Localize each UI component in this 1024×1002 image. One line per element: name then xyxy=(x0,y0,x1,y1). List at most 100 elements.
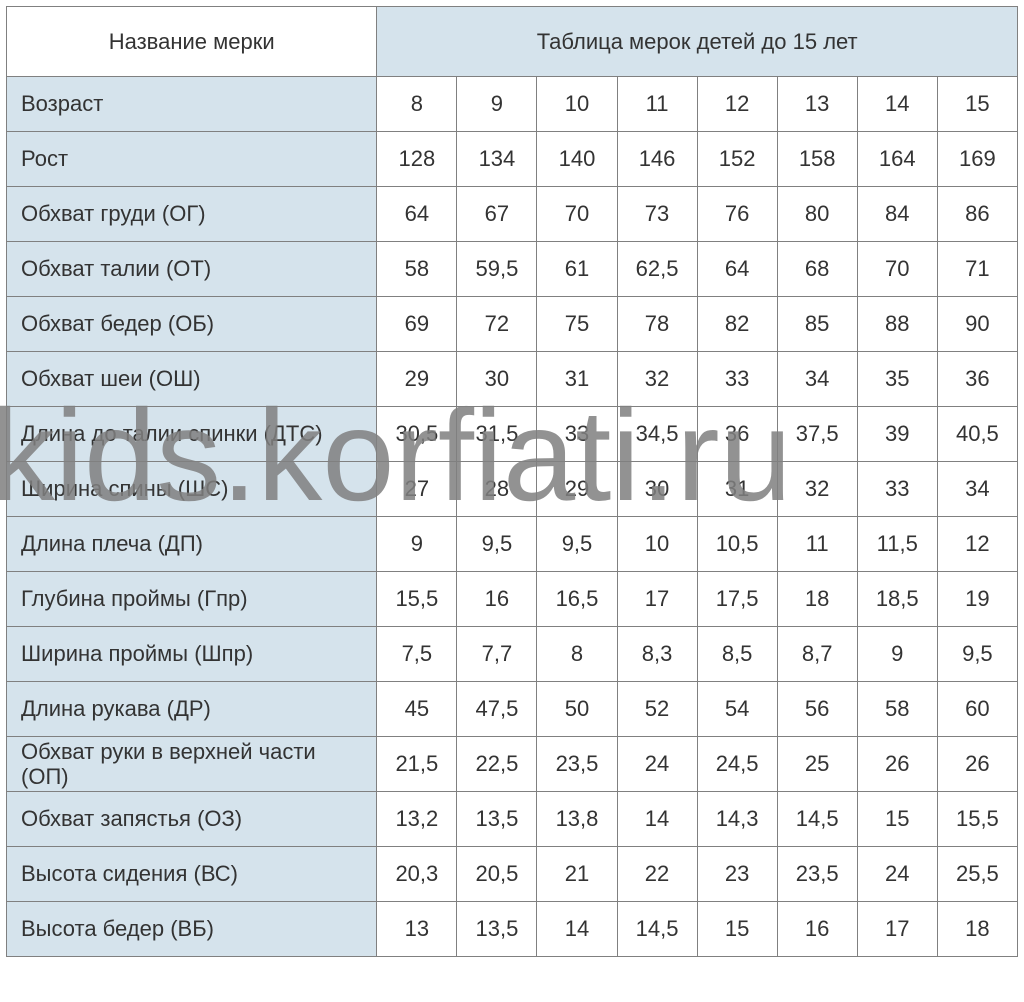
cell-value: 50 xyxy=(537,682,617,737)
cell-value: 35 xyxy=(857,352,937,407)
cell-value: 128 xyxy=(377,132,457,187)
table-row: Обхват запястья (ОЗ)13,213,513,81414,314… xyxy=(7,792,1018,847)
cell-value: 23,5 xyxy=(777,847,857,902)
cell-value: 59,5 xyxy=(457,242,537,297)
cell-value: 72 xyxy=(457,297,537,352)
cell-value: 84 xyxy=(857,187,937,242)
cell-value: 27 xyxy=(377,462,457,517)
cell-value: 70 xyxy=(537,187,617,242)
cell-value: 15 xyxy=(857,792,937,847)
cell-value: 13,5 xyxy=(457,902,537,957)
cell-value: 23 xyxy=(697,847,777,902)
cell-value: 14,5 xyxy=(777,792,857,847)
cell-value: 64 xyxy=(697,242,777,297)
cell-value: 33 xyxy=(697,352,777,407)
cell-value: 80 xyxy=(777,187,857,242)
cell-value: 9,5 xyxy=(537,517,617,572)
cell-value: 32 xyxy=(617,352,697,407)
measurements-table: Название мерки Таблица мерок детей до 15… xyxy=(6,6,1018,957)
cell-value: 25 xyxy=(777,737,857,792)
row-label: Обхват груди (ОГ) xyxy=(7,187,377,242)
cell-value: 9 xyxy=(857,627,937,682)
cell-value: 14,3 xyxy=(697,792,777,847)
cell-value: 26 xyxy=(937,737,1017,792)
cell-value: 13,8 xyxy=(537,792,617,847)
cell-value: 10 xyxy=(617,517,697,572)
cell-value: 61 xyxy=(537,242,617,297)
table-header-row: Название мерки Таблица мерок детей до 15… xyxy=(7,7,1018,77)
cell-value: 15,5 xyxy=(377,572,457,627)
cell-value: 24 xyxy=(857,847,937,902)
cell-value: 90 xyxy=(937,297,1017,352)
cell-value: 13 xyxy=(377,902,457,957)
cell-value: 146 xyxy=(617,132,697,187)
cell-value: 18,5 xyxy=(857,572,937,627)
cell-value: 40,5 xyxy=(937,407,1017,462)
cell-value: 14 xyxy=(857,77,937,132)
cell-value: 26 xyxy=(857,737,937,792)
row-label: Длина рукава (ДР) xyxy=(7,682,377,737)
header-name-column: Название мерки xyxy=(7,7,377,77)
cell-value: 12 xyxy=(937,517,1017,572)
cell-value: 24 xyxy=(617,737,697,792)
cell-value: 64 xyxy=(377,187,457,242)
cell-value: 11 xyxy=(617,77,697,132)
cell-value: 9,5 xyxy=(457,517,537,572)
cell-value: 14,5 xyxy=(617,902,697,957)
cell-value: 23,5 xyxy=(537,737,617,792)
cell-value: 8,7 xyxy=(777,627,857,682)
cell-value: 45 xyxy=(377,682,457,737)
cell-value: 25,5 xyxy=(937,847,1017,902)
cell-value: 31 xyxy=(697,462,777,517)
row-label: Ширина проймы (Шпр) xyxy=(7,627,377,682)
cell-value: 34 xyxy=(937,462,1017,517)
cell-value: 22,5 xyxy=(457,737,537,792)
cell-value: 31,5 xyxy=(457,407,537,462)
cell-value: 69 xyxy=(377,297,457,352)
cell-value: 86 xyxy=(937,187,1017,242)
cell-value: 9 xyxy=(457,77,537,132)
row-label: Обхват бедер (ОБ) xyxy=(7,297,377,352)
cell-value: 17 xyxy=(617,572,697,627)
cell-value: 18 xyxy=(937,902,1017,957)
cell-value: 16 xyxy=(777,902,857,957)
cell-value: 9,5 xyxy=(937,627,1017,682)
cell-value: 33 xyxy=(857,462,937,517)
cell-value: 58 xyxy=(857,682,937,737)
cell-value: 28 xyxy=(457,462,537,517)
row-label: Возраст xyxy=(7,77,377,132)
cell-value: 24,5 xyxy=(697,737,777,792)
table-row: Глубина проймы (Гпр)15,51616,51717,51818… xyxy=(7,572,1018,627)
cell-value: 68 xyxy=(777,242,857,297)
cell-value: 29 xyxy=(537,462,617,517)
cell-value: 14 xyxy=(537,902,617,957)
cell-value: 134 xyxy=(457,132,537,187)
cell-value: 15,5 xyxy=(937,792,1017,847)
table-row: Обхват талии (ОТ)5859,56162,564687071 xyxy=(7,242,1018,297)
cell-value: 85 xyxy=(777,297,857,352)
cell-value: 73 xyxy=(617,187,697,242)
cell-value: 11 xyxy=(777,517,857,572)
cell-value: 8 xyxy=(537,627,617,682)
table-row: Обхват бедер (ОБ)6972757882858890 xyxy=(7,297,1018,352)
cell-value: 71 xyxy=(937,242,1017,297)
cell-value: 67 xyxy=(457,187,537,242)
table-container: Название мерки Таблица мерок детей до 15… xyxy=(0,0,1024,963)
table-row: Ширина проймы (Шпр)7,57,788,38,58,799,5 xyxy=(7,627,1018,682)
cell-value: 17,5 xyxy=(697,572,777,627)
row-label: Высота сидения (ВС) xyxy=(7,847,377,902)
cell-value: 33 xyxy=(537,407,617,462)
row-label: Ширина спины (ШС) xyxy=(7,462,377,517)
cell-value: 15 xyxy=(697,902,777,957)
cell-value: 140 xyxy=(537,132,617,187)
cell-value: 36 xyxy=(697,407,777,462)
table-row: Обхват руки в верхней части (ОП)21,522,5… xyxy=(7,737,1018,792)
cell-value: 8,5 xyxy=(697,627,777,682)
row-label: Высота бедер (ВБ) xyxy=(7,902,377,957)
cell-value: 30 xyxy=(457,352,537,407)
cell-value: 60 xyxy=(937,682,1017,737)
cell-value: 10,5 xyxy=(697,517,777,572)
cell-value: 8 xyxy=(377,77,457,132)
cell-value: 16 xyxy=(457,572,537,627)
cell-value: 9 xyxy=(377,517,457,572)
